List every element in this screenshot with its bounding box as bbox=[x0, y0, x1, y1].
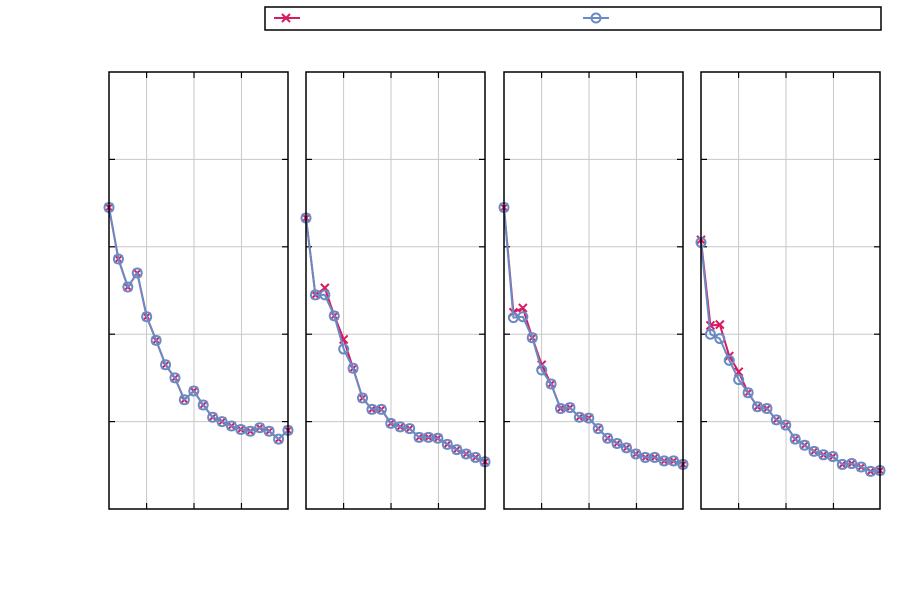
data-point-circle bbox=[668, 455, 680, 467]
data-point-circle bbox=[630, 448, 642, 460]
series-line bbox=[108, 207, 289, 441]
data-point-circle bbox=[592, 423, 604, 435]
chart-panel-2 bbox=[300, 71, 491, 510]
data-point-circle bbox=[799, 439, 811, 451]
data-point-circle bbox=[855, 461, 867, 473]
data-point-circle bbox=[432, 432, 444, 444]
legend-entry-a bbox=[274, 13, 300, 23]
data-point-circle bbox=[178, 394, 190, 406]
data-point-circle bbox=[770, 414, 782, 426]
chart-panels bbox=[103, 71, 886, 510]
legend bbox=[264, 6, 882, 31]
data-point-circle bbox=[517, 311, 529, 323]
data-point-circle bbox=[583, 412, 595, 424]
series-line bbox=[700, 242, 881, 473]
data-point-circle bbox=[827, 451, 839, 463]
series-line bbox=[503, 207, 684, 466]
data-point-circle bbox=[536, 364, 548, 376]
data-point-circle bbox=[723, 354, 735, 366]
plot-frame bbox=[503, 71, 684, 510]
legend-frame bbox=[264, 6, 882, 31]
data-point-circle bbox=[169, 372, 181, 384]
data-point-circle bbox=[526, 332, 538, 344]
data-point-circle bbox=[404, 423, 416, 435]
data-point-circle bbox=[789, 433, 801, 445]
x-mark-stroke bbox=[518, 303, 528, 313]
data-point-circle bbox=[564, 402, 576, 414]
chart-panel-4 bbox=[695, 71, 886, 510]
data-point-circle bbox=[197, 399, 209, 411]
series-2 bbox=[695, 236, 886, 477]
data-point-circle bbox=[273, 433, 285, 445]
data-point-circle bbox=[846, 458, 858, 470]
data-point-circle bbox=[620, 442, 632, 454]
data-point-circle bbox=[207, 411, 219, 423]
data-point-circle bbox=[460, 448, 472, 460]
series-2 bbox=[498, 201, 689, 470]
legend-entry-b bbox=[583, 12, 609, 24]
data-point-circle bbox=[328, 310, 340, 322]
data-point-circle bbox=[347, 362, 359, 374]
data-point-circle bbox=[649, 451, 661, 463]
series-2 bbox=[103, 201, 294, 445]
data-point-circle bbox=[602, 432, 614, 444]
data-point-circle bbox=[451, 444, 463, 456]
data-point-circle bbox=[150, 334, 162, 346]
data-point-circle bbox=[225, 420, 237, 432]
plot-frame bbox=[108, 71, 289, 510]
data-point-circle bbox=[733, 374, 745, 386]
plot-frame bbox=[700, 71, 881, 510]
data-point-circle bbox=[244, 425, 256, 437]
data-point-circle bbox=[112, 253, 124, 265]
data-point-circle bbox=[375, 403, 387, 415]
data-point-circle bbox=[385, 417, 397, 429]
data-point-circle bbox=[122, 281, 134, 293]
data-point-circle bbox=[545, 378, 557, 390]
data-point-circle bbox=[714, 333, 726, 345]
data-point-circle bbox=[780, 419, 792, 431]
data-point-circle bbox=[611, 437, 623, 449]
chart-panel-1 bbox=[103, 71, 294, 510]
data-point-circle bbox=[742, 387, 754, 399]
circle-marker-icon bbox=[590, 12, 602, 24]
data-point-x bbox=[715, 319, 725, 330]
chart-panel-3 bbox=[498, 71, 689, 510]
data-point-circle bbox=[319, 289, 331, 301]
data-point-circle bbox=[338, 343, 350, 355]
data-point-circle bbox=[160, 359, 172, 371]
data-point-circle bbox=[704, 328, 716, 340]
plot-frame bbox=[305, 71, 486, 510]
data-point-circle bbox=[263, 425, 275, 437]
data-point-circle bbox=[808, 445, 820, 457]
data-point-circle bbox=[761, 402, 773, 414]
data-point-circle bbox=[357, 392, 369, 404]
data-point-circle bbox=[131, 267, 143, 279]
series-2 bbox=[300, 212, 491, 468]
data-point-circle bbox=[254, 422, 266, 434]
data-point-circle bbox=[470, 451, 482, 463]
x-marker-icon bbox=[281, 13, 291, 23]
data-point-circle bbox=[441, 438, 453, 450]
x-mark-stroke bbox=[715, 319, 725, 330]
data-point-circle bbox=[141, 311, 153, 323]
data-point-circle bbox=[216, 416, 228, 428]
data-point-x bbox=[518, 303, 528, 313]
data-point-circle bbox=[188, 385, 200, 397]
